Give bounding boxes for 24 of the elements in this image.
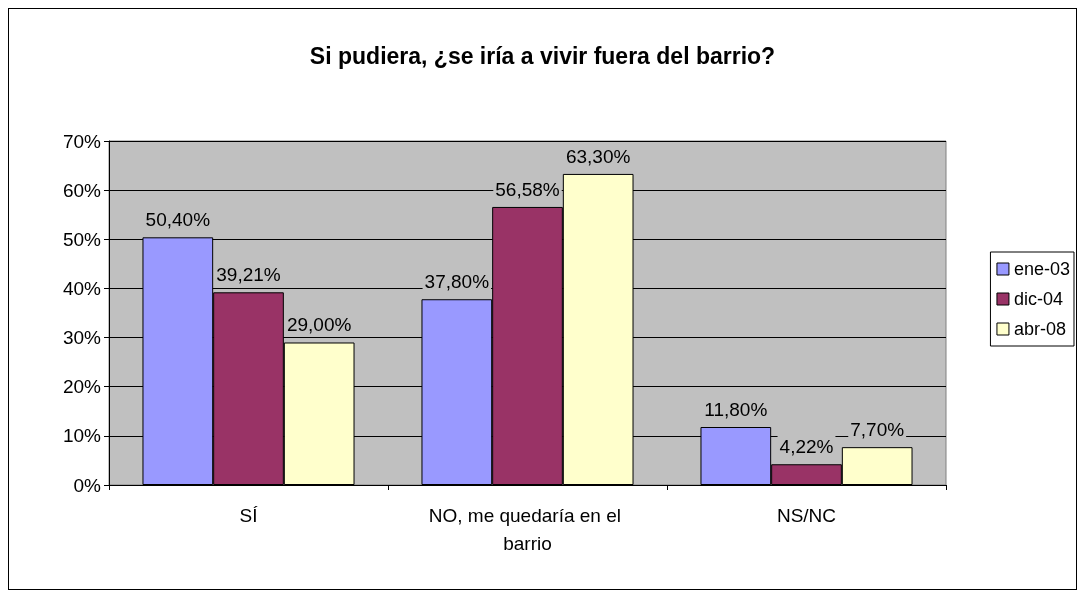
data-label: 56,58%: [495, 178, 560, 200]
data-label: 4,22%: [779, 436, 834, 458]
data-label: 11,80%: [704, 399, 768, 421]
y-tick-label: 20%: [62, 376, 102, 398]
y-tick-label: 0%: [73, 474, 102, 496]
y-tick-label: 60%: [62, 179, 102, 201]
x-tick-label: NS/NC: [776, 504, 837, 526]
y-tick-label: 10%: [62, 425, 102, 447]
data-label: 63,30%: [565, 145, 631, 167]
legend-label: dic-04: [1013, 289, 1063, 309]
x-tick-label: SÍ: [239, 504, 259, 526]
y-tick-label: 70%: [62, 130, 102, 152]
data-label: 7,70%: [850, 419, 905, 441]
data-label: 29,00%: [286, 314, 352, 336]
data-label: 39,21%: [216, 264, 281, 286]
legend-label: ene-03: [1013, 259, 1071, 279]
legend-label: abr-08: [1013, 319, 1066, 339]
y-tick-label: 30%: [62, 327, 102, 349]
data-label: 50,40%: [145, 209, 211, 231]
x-tick-label: NO, me quedaría en el barrio: [428, 504, 627, 554]
y-tick-label: 50%: [62, 228, 102, 250]
data-label: 37,80%: [424, 271, 490, 293]
y-tick-label: 40%: [62, 277, 102, 299]
chart-title: Si pudiera, ¿se iría a vivir fuera del barrio?: [309, 42, 776, 69]
